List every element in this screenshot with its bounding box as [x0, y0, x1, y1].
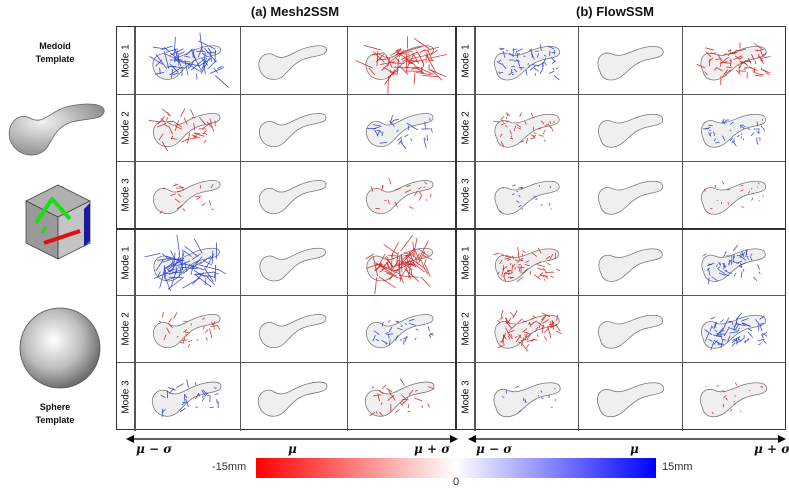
mode-row-label: Mode 3 — [117, 162, 135, 228]
mode-label-text: Mode 3 — [120, 380, 131, 413]
mode-row-label: Mode 1 — [457, 27, 475, 94]
mode-label-text: Mode 1 — [460, 44, 471, 77]
mode-label-text: Mode 1 — [120, 246, 131, 279]
mode-label-text: Mode 3 — [460, 178, 471, 211]
mode-row-label: Mode 2 — [457, 95, 475, 161]
shape-cell — [578, 296, 682, 362]
shape-cell — [682, 230, 784, 295]
mode-label-text: Mode 1 — [460, 246, 471, 279]
mode-label-text: Mode 2 — [460, 312, 471, 345]
mode-row-label: Mode 1 — [117, 230, 135, 295]
mode-row-label: Mode 1 — [457, 230, 475, 295]
mode-row: Mode 1 — [117, 228, 455, 295]
mode-label-text: Mode 1 — [120, 44, 131, 77]
mode-row-label: Mode 2 — [117, 296, 135, 362]
shape-cell — [240, 230, 347, 295]
axis-label-mean-b: μ — [630, 442, 639, 456]
shape-cell — [240, 27, 347, 94]
flowssm-grid: Mode 1 Mode 2 Mode 3 Mode 1 Mode 2 — [456, 26, 786, 430]
panel-title-flowssm: (b) FlowSSM — [540, 4, 690, 19]
mode-row-label: Mode 3 — [457, 162, 475, 228]
shape-cell — [578, 363, 682, 431]
mode-row: Mode 1 — [117, 27, 455, 94]
panel-title-mesh2ssm: (a) Mesh2SSM — [205, 4, 385, 19]
mode-row: Mode 3 — [457, 362, 785, 431]
axis-label-mean-a: μ — [288, 442, 297, 456]
shape-cell — [347, 162, 454, 228]
axis-label-plus-b: μ + σ — [754, 442, 789, 456]
shape-cell — [347, 95, 454, 161]
mode-row-label: Mode 3 — [117, 363, 135, 431]
mode-row: Mode 2 — [117, 295, 455, 362]
shape-cell — [347, 363, 454, 431]
axis-arrow-flowssm — [468, 433, 786, 445]
colorbar-zero-label: 0 — [453, 476, 459, 488]
shape-cell — [475, 95, 578, 161]
shape-cell — [682, 95, 784, 161]
mode-label-text: Mode 2 — [120, 312, 131, 345]
shape-cell — [135, 230, 240, 295]
shape-cell — [682, 296, 784, 362]
shape-cell — [135, 162, 240, 228]
shape-cell — [475, 27, 578, 94]
colorbar — [256, 458, 656, 478]
shape-cell — [475, 230, 578, 295]
shape-cell — [135, 95, 240, 161]
shape-cell — [475, 296, 578, 362]
shape-cell — [240, 162, 347, 228]
shape-cell — [578, 95, 682, 161]
shape-cell — [135, 363, 240, 431]
mode-row-label: Mode 3 — [457, 363, 475, 431]
shape-cell — [682, 162, 784, 228]
shape-cell — [578, 162, 682, 228]
orientation-cube-icon — [22, 181, 94, 263]
sphere-template-icon — [18, 306, 102, 390]
colorbar-max-label: 15mm — [662, 461, 693, 473]
colorbar-min-label: -15mm — [212, 461, 246, 473]
shape-cell — [347, 296, 454, 362]
mode-row: Mode 1 — [457, 228, 785, 295]
mode-label-text: Mode 3 — [120, 178, 131, 211]
shape-cell — [240, 296, 347, 362]
shape-cell — [347, 230, 454, 295]
medoid-shape-icon — [4, 96, 108, 164]
shape-cell — [578, 27, 682, 94]
mode-row: Mode 1 — [457, 27, 785, 94]
sphere-template-label: Sphere Template — [15, 401, 95, 427]
axis-label-plus-a: μ + σ — [414, 442, 450, 456]
mode-row: Mode 3 — [457, 161, 785, 228]
mode-row-label: Mode 2 — [117, 95, 135, 161]
shape-cell — [135, 27, 240, 94]
mode-row: Mode 2 — [117, 94, 455, 161]
mode-label-text: Mode 3 — [460, 380, 471, 413]
medoid-template-label: Medoid Template — [15, 40, 95, 66]
shape-cell — [240, 363, 347, 431]
shape-cell — [682, 363, 784, 431]
mesh2ssm-grid: Mode 1 Mode 2 Mode 3 Mode 1 Mode 2 — [116, 26, 456, 430]
mode-row: Mode 2 — [457, 295, 785, 362]
shape-cell — [240, 95, 347, 161]
shape-cell — [347, 27, 454, 94]
shape-cell — [475, 363, 578, 431]
mode-row-label: Mode 2 — [457, 296, 475, 362]
mode-row: Mode 3 — [117, 161, 455, 228]
axis-label-minus-b: μ − σ — [476, 442, 512, 456]
shape-cell — [578, 230, 682, 295]
mode-row: Mode 3 — [117, 362, 455, 431]
mode-row-label: Mode 1 — [117, 27, 135, 94]
mode-label-text: Mode 2 — [460, 111, 471, 144]
shape-cell — [135, 296, 240, 362]
shape-cell — [475, 162, 578, 228]
shape-cell — [682, 27, 784, 94]
mode-row: Mode 2 — [457, 94, 785, 161]
axis-label-minus-a: μ − σ — [136, 442, 172, 456]
mode-label-text: Mode 2 — [120, 111, 131, 144]
